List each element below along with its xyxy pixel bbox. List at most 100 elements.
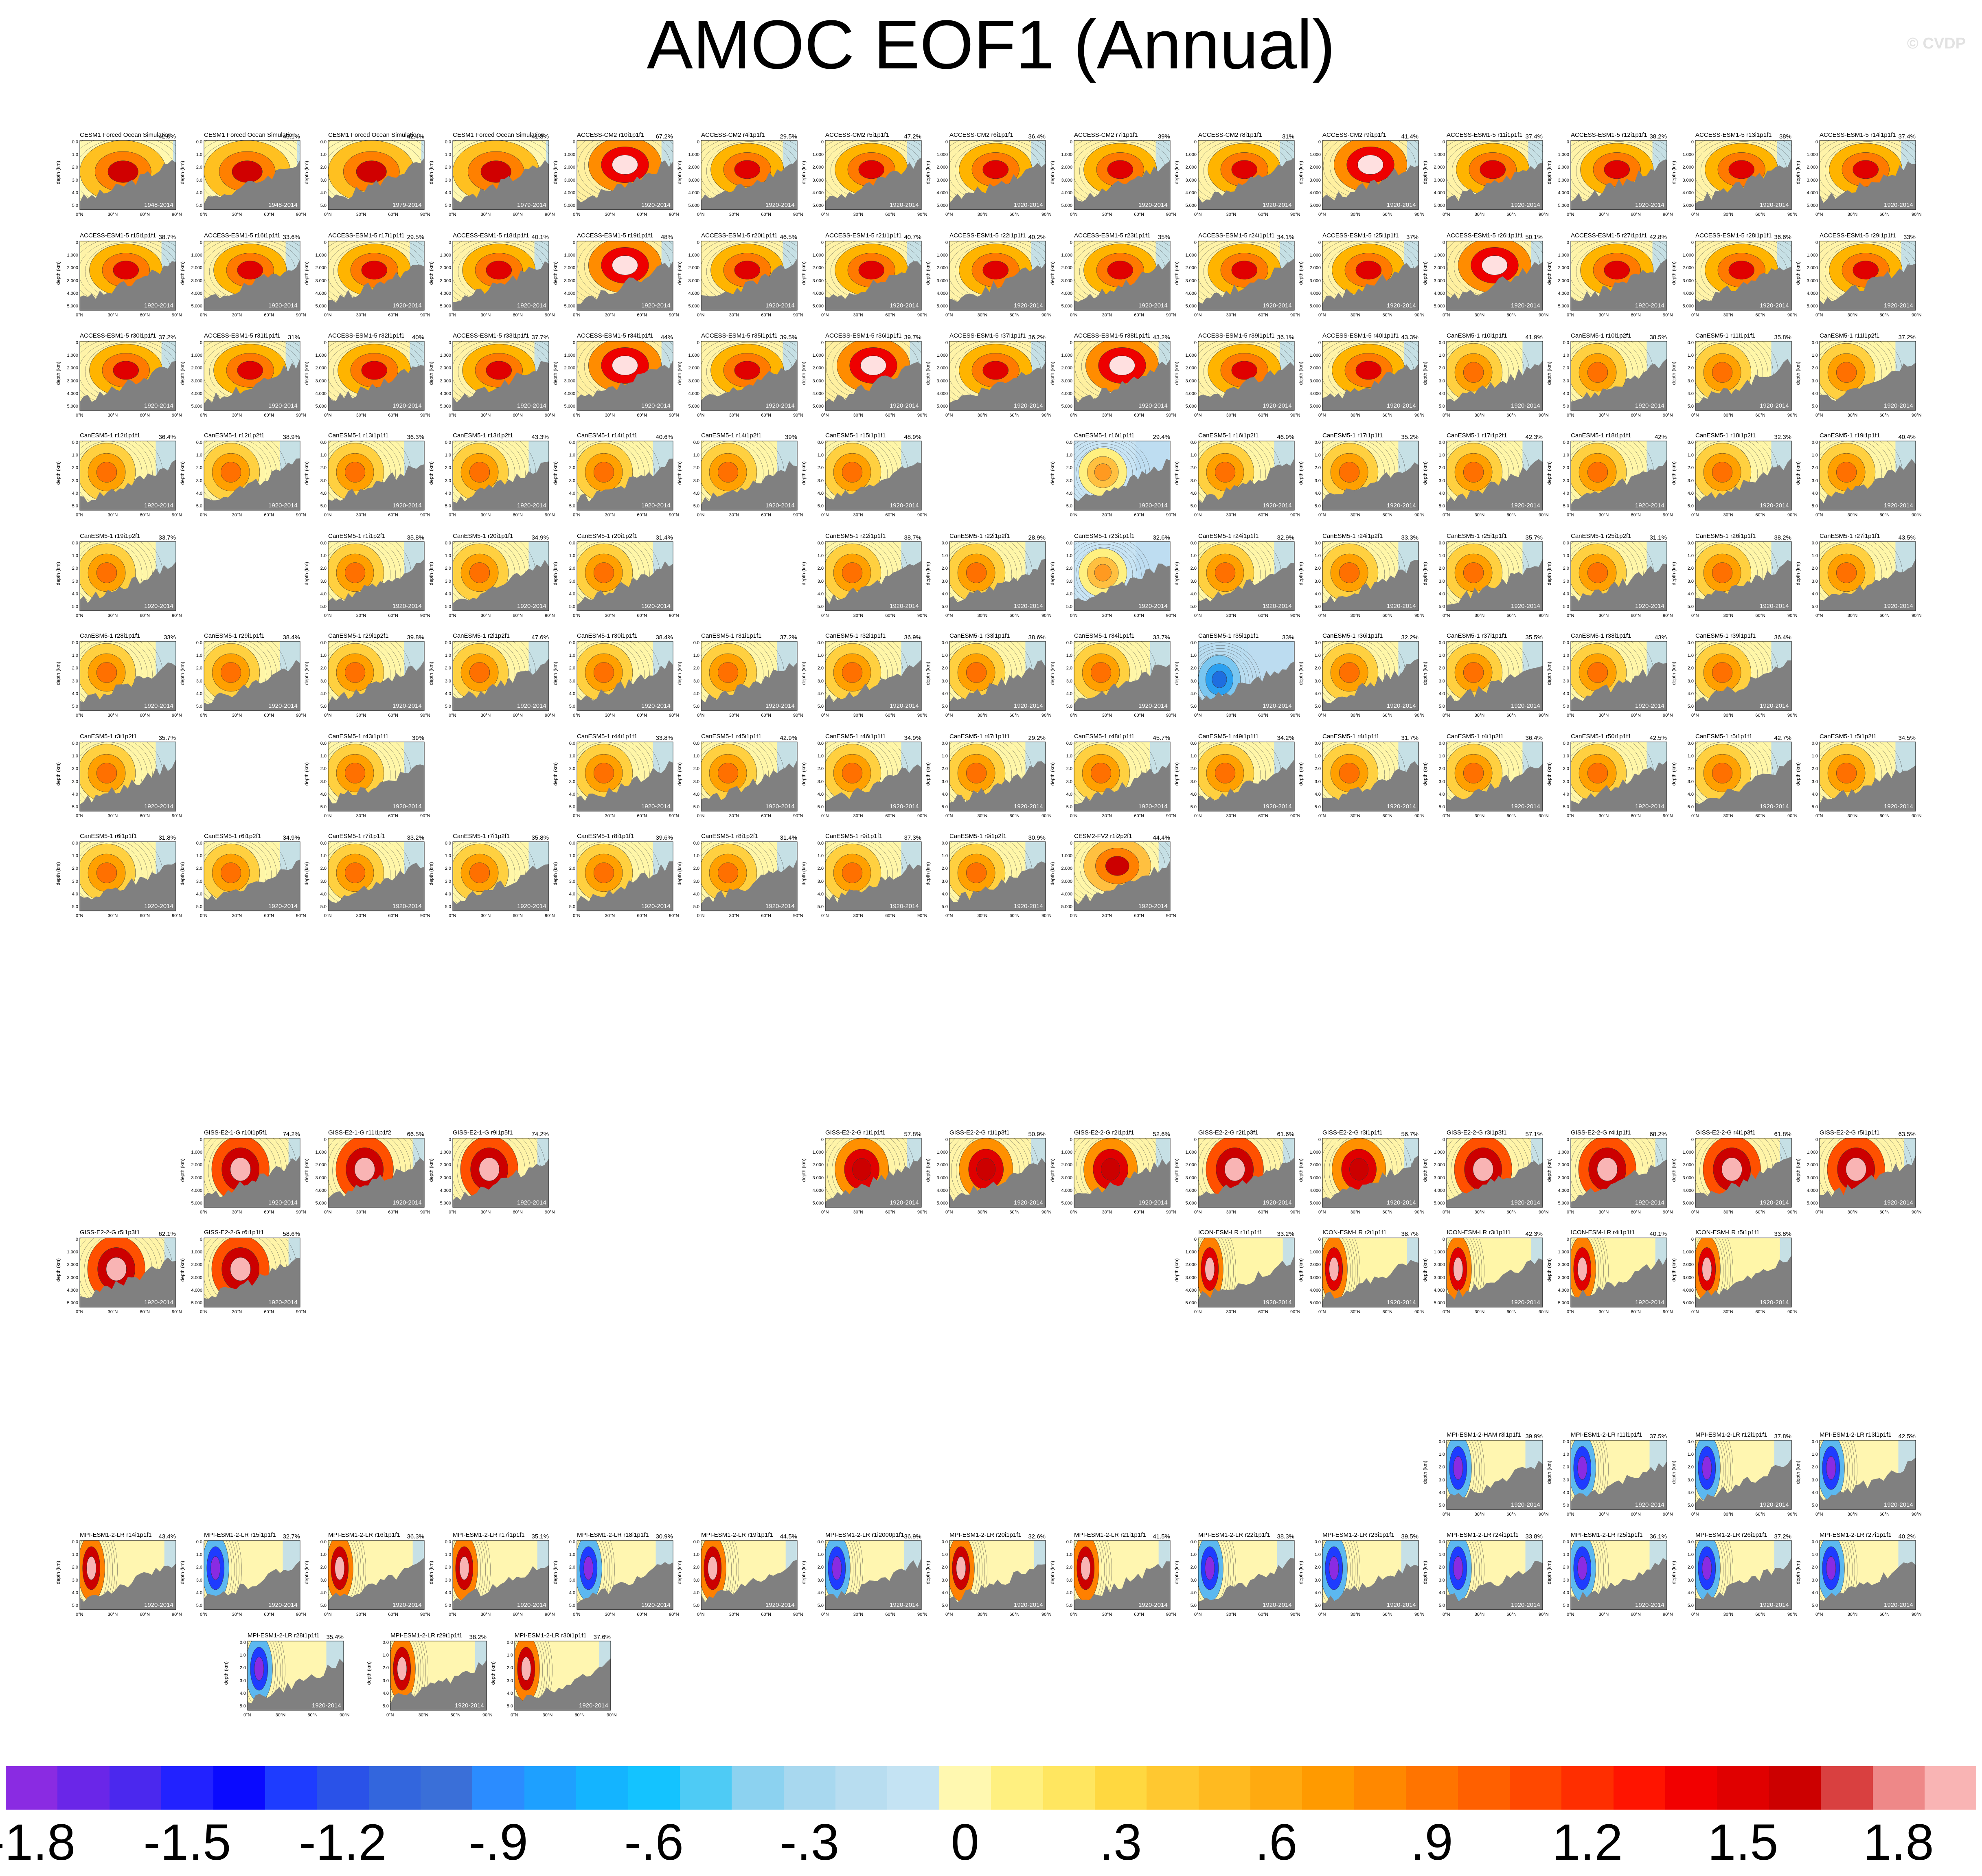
panel-y-tick: 5.000 [1558,203,1569,208]
panel-x-tick: 60°N [1631,713,1641,718]
panel-x-tick: 60°N [140,513,150,518]
panel-x-tick: 60°N [1506,1210,1517,1215]
panel: MPI-ESM1-2-LR r28i1p1f1 35.4% 1920-2014 0.0… [223,1632,350,1722]
panel-years: 1920-2014 [1511,402,1540,409]
panel-y-tick: 5.0 [320,704,327,709]
panel-y-tick: 4.0 [1563,691,1569,696]
panel-frame [577,241,673,311]
panel-y-label: depth (km) [553,161,558,184]
panel-y-tick: 5.0 [1563,504,1569,509]
panel-x-tick: 60°N [885,814,895,818]
panel-x-tick: 90°N [545,212,555,217]
panel-contour [1355,261,1381,280]
panel-plot [1819,241,1916,311]
panel-y-tick: 4.000 [936,190,948,195]
panel-frame [204,341,300,411]
panel-contour [1712,462,1733,483]
panel-frame [1570,241,1667,311]
panel-plot [1819,140,1916,210]
panel: ACCESS-ESM1-5 r34i1p1f1 44% 1920-2014 0 1.00… [553,332,679,422]
panel-y-tick: 1.000 [1061,152,1072,158]
panel-x-tick: 30°N [1226,212,1237,217]
panel-frame [204,140,300,210]
panel-y-tick: 0 [945,140,948,145]
panel-y-tick: 5.0 [1563,805,1569,810]
panel-x-tick: 0°N [1443,1612,1450,1617]
panel-contour [106,1257,127,1281]
panel-x-tick: 0°N [1815,814,1823,818]
panel-x-tick: 0°N [945,1612,953,1617]
panel-contour [966,562,987,583]
panel-y-label: depth (km) [180,1258,185,1282]
panel-y-tick: 1.0 [196,854,202,859]
panel-y-label: depth (km) [925,862,931,886]
panel-y-label: depth (km) [1174,762,1180,786]
panel-years: 1920-2014 [268,702,298,709]
panel-y-label: depth (km) [801,461,807,485]
panel-y-tick: 0 [75,340,78,345]
colorbar-swatch [1458,1766,1510,1810]
panel-y-tick: 4.0 [693,491,699,496]
panel-y-tick: 4.000 [1807,190,1818,195]
panel: ACCESS-ESM1-5 r39i1p1f1 36.1% 1920-2014 0 1.… [1174,332,1300,422]
panel-contour [612,255,638,275]
panel-y-tick: 4.0 [693,691,699,696]
panel-contour [583,1556,594,1580]
panel-x-tick: 30°N [729,913,739,918]
panel-years: 1920-2014 [392,502,422,509]
panel-y-tick: 4.000 [1185,1188,1197,1193]
panel-y-tick: 5.0 [72,1603,78,1608]
panel-y-tick: 1.0 [941,1552,948,1558]
panel-x-tick: 60°N [637,713,647,718]
panel-y-tick: 0.0 [569,841,575,846]
panel-x-tick: 60°N [1134,212,1144,217]
panel-y-tick: 5.000 [1682,1201,1694,1206]
panel-y-tick: 4.0 [1438,691,1445,696]
panel-years: 1920-2014 [1263,502,1292,509]
panel-y-tick: 0 [1070,841,1072,846]
panel-x-tick: 0°N [1443,1210,1450,1215]
panel-y-tick: 3.000 [1682,278,1694,283]
panel-contour [210,1556,221,1580]
panel-years: 1920-2014 [517,402,546,409]
panel-x-tick: 60°N [885,313,895,318]
panel-bathymetry [1695,266,1791,310]
panel-x-tick: 30°N [480,1612,491,1617]
panel-x-tick: 60°N [1382,1310,1392,1314]
panel-y-label: depth (km) [1422,461,1428,485]
panel: MPI-ESM1-2-LR r16i1p1f1 36.3% 1920-2014 0.0… [304,1532,430,1621]
panel-x-tick: 0°N [1443,713,1450,718]
panel-contour [345,763,366,783]
panel-y-tick: 2.000 [936,265,948,271]
panel-x-tick: 0°N [1567,613,1574,618]
panel: ACCESS-ESM1-5 r36i1p1f1 39.7% 1920-2014 0 1.… [801,332,927,422]
panel-y-tick: 1.0 [1314,754,1321,759]
panel-y-tick: 5.000 [1309,404,1321,409]
panel-y-tick: 1.0 [506,1653,513,1658]
panel-x-tick: 0°N [1318,313,1326,318]
panel-years: 1920-2014 [1760,702,1789,709]
panel-x-tick: 30°N [853,814,864,818]
panel-contour [1836,562,1857,583]
panel-y-label: depth (km) [925,161,931,184]
panel-y-tick: 0.0 [1438,440,1445,445]
panel-x-tick: 0°N [1318,212,1326,217]
panel-x-tick: 60°N [1134,713,1144,718]
panel-x-tick: 60°N [885,1210,895,1215]
panel-contour [86,1556,96,1580]
panel: ACCESS-ESM1-5 r19i1p1f1 48% 1920-2014 0 1.00… [553,232,679,322]
panel-years: 1920-2014 [1635,603,1664,610]
panel-y-tick: 5.000 [191,1201,202,1206]
panel-x-tick: 0°N [1443,1512,1450,1517]
panel-x-tick: 30°N [1350,313,1361,318]
panel-contour [221,462,241,483]
panel-x-tick: 60°N [885,1612,895,1617]
panel: CESM1 Forced Ocean Simulation 45.1% 1948-2… [180,132,306,221]
panel: CanESM5-1 r17i1p1f1 35.2% 1920-2014 0.0 1.0 2… [1298,432,1425,522]
panel-y-tick: 5.0 [239,1704,246,1709]
panel-x-tick: 30°N [1350,212,1361,217]
panel-contour [976,1158,996,1180]
panel-contour [718,662,739,683]
panel-y-tick: 5.0 [817,805,824,810]
panel: ACCESS-ESM1-5 r35i1p1f1 39.5% 1920-2014 0 1.… [677,332,803,422]
